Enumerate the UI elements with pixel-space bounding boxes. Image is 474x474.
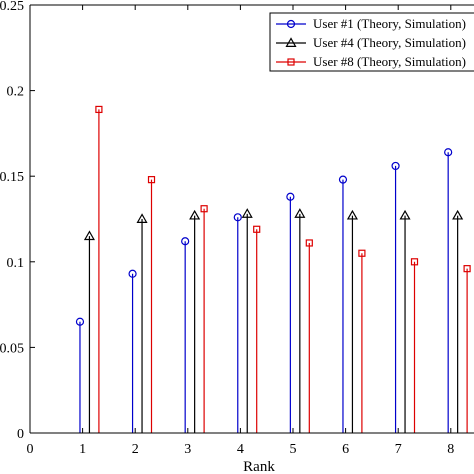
stem-marker [444,148,453,157]
x-axis-title: Rank [243,459,275,474]
stem-marker [128,269,137,278]
x-tick-label: 5 [290,442,297,457]
stem-marker [294,208,306,218]
y-tick-label: 0.15 [0,170,24,185]
legend-marker [287,58,295,66]
x-tick-label: 4 [237,442,244,457]
y-tick-label: 0.05 [0,341,24,356]
y-tick-labels: 0 0.05 0.1 0.15 0.2 0.25 [0,0,24,442]
stem-marker [75,317,85,326]
stem-marker [189,209,201,220]
y-tick-label: 0 [17,427,24,442]
stem-marker [410,258,419,266]
stem-marker [463,265,471,273]
x-tick-label: 3 [184,442,191,457]
stem-marker [346,209,358,220]
legend-label: User #1 (Theory, Simulation) [313,16,466,31]
x-tick-label: 0 [27,442,34,457]
y-tick-label: 0.1 [7,256,25,271]
stem-marker [241,208,253,218]
stem-marker [286,192,295,201]
legend-label: User #8 (Theory, Simulation) [313,54,466,69]
stem-marker [200,205,208,213]
x-tick-label: 6 [342,442,349,457]
legend-box [269,12,474,72]
x-tick-label: 2 [132,442,139,457]
stem-marker [136,213,148,223]
legend-marker [286,19,296,29]
stem-marker [305,239,313,247]
legend-marker [285,37,297,47]
stem-marker [399,209,411,220]
stem-marker [358,249,366,257]
stem-marker [452,209,464,220]
legend-label: User #4 (Theory, Simulation) [313,35,466,50]
stem-marker [147,176,156,184]
x-tick-labels: 0 1 2 3 4 5 6 7 8 [27,442,455,457]
stem-series [75,105,471,433]
stem-marker [338,175,348,184]
stem-marker [95,105,103,114]
stem-marker [83,230,95,241]
stem-marker [233,213,242,222]
y-tick-label: 0.2 [7,85,25,100]
y-tick-label: 0.25 [0,0,24,14]
x-tick-label: 8 [447,442,454,457]
stem-marker [391,161,400,171]
stem-marker [181,237,190,246]
legend: User #1 (Theory, Simulation) User #4 (The… [269,12,474,72]
x-tick-label: 1 [79,442,86,457]
stem-marker [253,225,261,233]
legend-entries: User #1 (Theory, Simulation) User #4 (The… [276,16,466,69]
x-tick-label: 7 [395,442,402,457]
